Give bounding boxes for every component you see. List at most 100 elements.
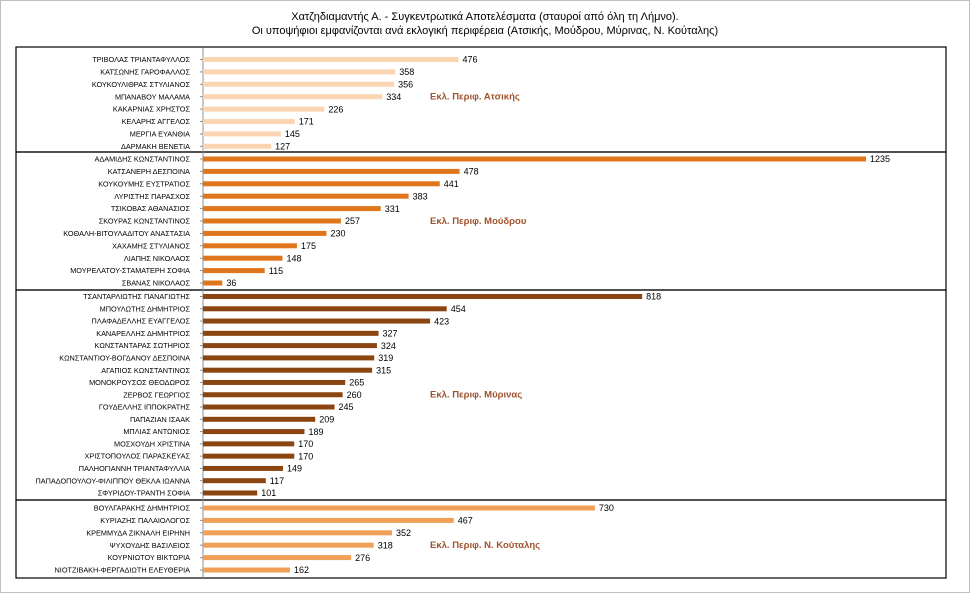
category-label: ΜΠΟΥΛΩΤΗΣ ΔΗΜΗΤΡΙΟΣ <box>100 304 191 313</box>
category-label: ΜΕΡΓΙΑ ΕΥΑΝΘΙΑ <box>130 130 190 139</box>
bar <box>203 206 381 212</box>
category-label: ΚΟΘΑΛΗ-ΒΙΤΟΥΛΑΔΙΤΟΥ ΑΝΑΣΤΑΣΙΑ <box>63 229 190 238</box>
data-label: 209 <box>319 415 334 425</box>
bar <box>203 416 316 422</box>
category-label: ΜΠΑΝΑΒΟΥ ΜΑΛΑΜΑ <box>115 92 190 101</box>
data-label: 454 <box>451 304 466 314</box>
data-label: 171 <box>299 117 314 127</box>
data-label: 1235 <box>870 154 890 164</box>
bar <box>203 255 283 261</box>
category-label: ΚΑΤΣΩΝΗΣ ΓΑΡΟΦΑΛΛΟΣ <box>100 68 190 77</box>
bar <box>203 567 290 573</box>
category-label: ΧΡΙΣΤΟΠΟΥΛΟΣ ΠΑΡΑΣΚΕΥΑΣ <box>84 452 190 461</box>
category-label: ΣΒΑΝΑΣ ΝΙΚΟΛΑΟΣ <box>122 279 191 288</box>
data-label: 149 <box>287 464 302 474</box>
category-label: ΜΠΛΙΑΣ ΑΝΤΩΝΙΟΣ <box>123 427 190 436</box>
category-label: ΒΟΥΛΓΑΡΑΚΗΣ ΔΗΜΗΤΡΙΟΣ <box>94 504 191 513</box>
category-label: ΚΑΚΑΡΝΙΑΣ ΧΡΗΣΤΟΣ <box>113 105 191 114</box>
bar <box>203 318 431 324</box>
bar <box>203 505 595 511</box>
bar <box>203 343 377 349</box>
data-label: 352 <box>396 528 411 538</box>
data-label: 170 <box>298 451 313 461</box>
bar <box>203 404 335 410</box>
data-label: 189 <box>308 427 323 437</box>
category-label: ΖΕΡΒΟΣ ΓΕΩΡΓΙΟΣ <box>123 390 190 399</box>
category-label: ΠΑΠΑΔΟΠΟΥΛΟΥ-ΦΙΛΙΠΠΟΥ ΘΕΚΛΑ ΙΩΑΝΝΑ <box>35 476 190 485</box>
category-label: ΝΙΟΤΖΙΒΑΚΗ-ΦΕΡΓΑΔΙΩΤΗ ΕΛΕΥΘΕΡΙΑ <box>55 566 191 575</box>
data-label: 230 <box>330 229 345 239</box>
category-label: ΚΟΥΡΝΙΩΤΟΥ ΒΙΚΤΩΡΙΑ <box>108 553 191 562</box>
category-label: ΠΛΑΦΑΔΕΛΛΗΣ ΕΥΑΓΓΕΛΟΣ <box>92 317 191 326</box>
region-label-koutali: Εκλ. Περιφ. Ν. Κούταλης <box>430 540 540 551</box>
bar <box>203 230 327 236</box>
data-label: 257 <box>345 216 360 226</box>
data-label: 36 <box>226 278 236 288</box>
bar <box>203 181 440 187</box>
data-label: 383 <box>413 191 428 201</box>
data-label: 478 <box>464 167 479 177</box>
bar <box>203 517 454 523</box>
category-label: ΑΓΑΠΙΟΣ ΚΩΝΣΤΑΝΤΙΝΟΣ <box>101 366 190 375</box>
category-label: ΑΔΑΜΙΔΗΣ ΚΩΝΣΤΑΝΤΙΝΟΣ <box>95 155 191 164</box>
category-label: ΣΚΟΥΡΑΣ ΚΩΝΣΤΑΝΤΙΝΟΣ <box>99 217 191 226</box>
category-label: ΣΦΥΡΙΔΟΥ-ΤΡΑΝΤΗ ΣΟΦΙΑ <box>98 489 190 498</box>
bar <box>203 530 392 536</box>
chart-title-line2: Οι υποψήφιοι εμφανίζονται ανά εκλογική π… <box>251 25 719 37</box>
category-label: ΚΥΡΙΑΖΗΣ ΠΑΛΑΙΟΛΟΓΟΣ <box>100 516 190 525</box>
data-label: 226 <box>328 104 343 114</box>
data-label: 319 <box>378 353 393 363</box>
category-label: ΜΟΥΡΕΛΑΤΟΥ-ΣΤΑΜΑΤΕΡΗ ΣΟΦΙΑ <box>70 266 190 275</box>
bar <box>203 294 643 299</box>
bar <box>203 392 343 398</box>
bar <box>203 355 375 361</box>
category-label: ΚΕΛΑΡΗΣ ΑΓΓΕΛΟΣ <box>122 117 191 126</box>
bar <box>203 143 272 149</box>
bar <box>203 193 409 199</box>
bar <box>203 280 223 286</box>
category-label: ΧΑΧΑΜΗΣ ΣΤΥΛΙΑΝΟΣ <box>112 241 190 250</box>
bar <box>203 119 295 124</box>
category-label: ΛΥΡΙΣΤΗΣ ΠΑΡΑΣΧΟΣ <box>114 192 190 201</box>
data-label: 101 <box>261 488 276 498</box>
bar <box>203 367 373 373</box>
group-box-koutali <box>15 499 947 579</box>
bar <box>203 542 374 548</box>
bar <box>203 268 265 274</box>
bar <box>203 168 460 174</box>
data-label: 175 <box>301 241 316 251</box>
category-label: ΚΡΕΜΜΥΔΑ ΖΙΚΝΑΛΗ ΕΙΡΗΝΗ <box>86 528 190 537</box>
bar <box>203 81 395 87</box>
data-label: 356 <box>398 80 413 90</box>
bar <box>203 379 346 385</box>
category-label: ΚΟΥΚΟΥΛΙΘΡΑΣ ΣΤΥΛΙΑΝΟΣ <box>92 80 191 89</box>
data-label: 315 <box>376 365 391 375</box>
data-label: 327 <box>383 329 398 339</box>
data-label: 441 <box>444 179 459 189</box>
category-label: ΚΑΝΑΡΕΛΛΗΣ ΔΗΜΗΤΡΙΟΣ <box>96 329 190 338</box>
chart-title-line1: Χατζηδιαμαντής Α. - Συγκεντρωτικά Αποτελ… <box>291 11 679 23</box>
data-label: 127 <box>275 142 290 152</box>
data-label: 117 <box>270 476 284 486</box>
bar <box>203 69 396 75</box>
category-label: ΤΣΑΝΤΑΡΛΙΩΤΗΣ ΠΑΝΑΓΙΩΤΗΣ <box>83 292 190 301</box>
data-label: 170 <box>298 439 313 449</box>
data-label: 145 <box>285 129 300 139</box>
category-label: ΤΣΙΚΟΒΑΣ ΑΘΑΝΑΣΙΟΣ <box>111 204 191 213</box>
bar <box>203 490 258 496</box>
category-label: ΚΩΝΣΤΑΝΤΑΡΑΣ ΣΩΤΗΡΙΟΣ <box>95 341 191 350</box>
bar <box>203 478 266 484</box>
data-label: 148 <box>286 253 301 263</box>
bar <box>203 330 379 336</box>
category-label: ΛΙΑΠΗΣ ΝΙΚΟΛΑΟΣ <box>124 254 191 263</box>
data-label: 276 <box>355 553 370 563</box>
region-label-myrina: Εκλ. Περιφ. Μύρινας <box>430 390 522 401</box>
data-label: 467 <box>458 516 473 526</box>
data-label: 818 <box>646 292 661 302</box>
region-label-atsiki: Εκλ. Περιφ. Ατσικής <box>430 92 520 103</box>
bar <box>203 106 325 112</box>
data-label: 265 <box>349 378 364 388</box>
data-label: 324 <box>381 341 396 351</box>
category-label: ΠΑΠΑΖΙΑΝ ΙΣΑΑΚ <box>130 415 190 424</box>
